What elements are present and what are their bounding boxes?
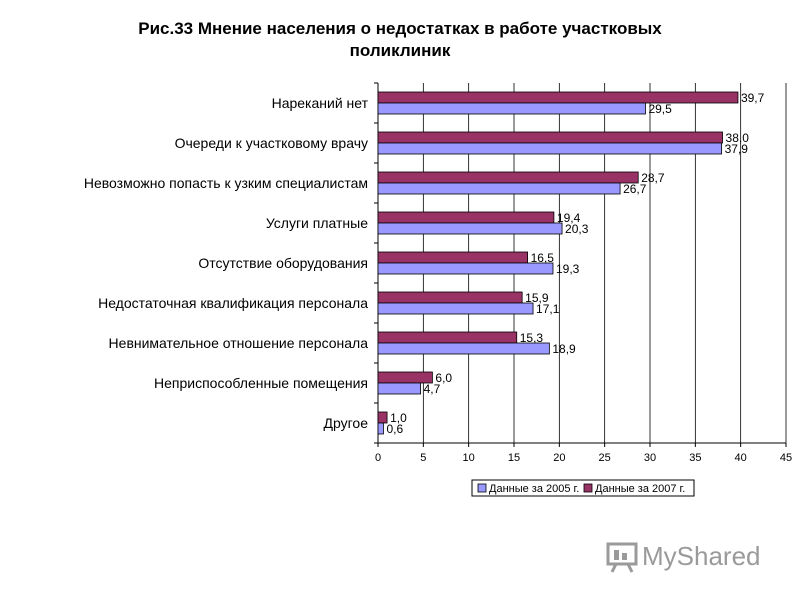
bar-2005 bbox=[377, 182, 621, 195]
category-label: Услуги платные bbox=[266, 215, 368, 231]
x-tick-label: 45 bbox=[780, 452, 792, 464]
bar-2005 bbox=[377, 382, 422, 395]
bar-2007 bbox=[377, 131, 723, 144]
category-label: Невозможно попасть к узким специалистам bbox=[84, 175, 368, 191]
data-label: 29,5 bbox=[648, 102, 672, 116]
x-tick-label: 10 bbox=[463, 452, 475, 464]
legend-swatch bbox=[583, 483, 593, 493]
category-label: Неприспособленные помещения bbox=[154, 375, 368, 391]
category-label: Другое bbox=[324, 415, 369, 431]
data-label: 38,0 bbox=[726, 131, 750, 145]
x-tick-label: 20 bbox=[553, 452, 565, 464]
x-tick-label: 15 bbox=[508, 452, 520, 464]
x-tick-label: 35 bbox=[689, 452, 701, 464]
chart-title-line1: Рис.33 Мнение населения о недостатках в … bbox=[138, 19, 662, 38]
bar-2005 bbox=[377, 262, 554, 275]
x-tick-label: 30 bbox=[644, 452, 656, 464]
x-tick-label: 5 bbox=[420, 452, 426, 464]
x-tick-label: 0 bbox=[375, 452, 381, 464]
category-label: Невнимательное отношение персонала bbox=[109, 335, 369, 351]
data-label: 19,3 bbox=[556, 262, 580, 276]
data-label: 15,3 bbox=[520, 331, 544, 345]
x-tick-label: 40 bbox=[735, 452, 747, 464]
bar-2005 bbox=[377, 142, 723, 155]
bar-2005 bbox=[377, 222, 563, 235]
bar-2007 bbox=[377, 91, 739, 104]
bar-2007 bbox=[377, 251, 529, 264]
data-label: 28,7 bbox=[641, 171, 665, 185]
data-label: 4,7 bbox=[424, 382, 441, 396]
category-label: Отсутствие оборудования bbox=[198, 255, 368, 271]
data-label: 20,3 bbox=[565, 222, 589, 236]
legend-box bbox=[471, 479, 695, 497]
category-label: Очереди к участковому врачу bbox=[175, 135, 368, 151]
category-label: Недостаточная квалификация персонала bbox=[98, 295, 368, 311]
labels: Нареканий нет 39,7 29,5 Очереди к участково… bbox=[84, 91, 765, 436]
data-label: 1,0 bbox=[390, 411, 407, 425]
bar-2007 bbox=[377, 211, 555, 224]
data-label: 0,6 bbox=[386, 422, 403, 436]
legend-entry: Данные за 2007 г. bbox=[595, 483, 685, 495]
category-label: Нареканий нет bbox=[272, 95, 369, 111]
legend-swatch bbox=[477, 483, 487, 493]
chart-title: Рис.33 Мнение населения о недостатках в … bbox=[0, 18, 800, 62]
data-label: 39,7 bbox=[741, 91, 765, 105]
data-label: 17,1 bbox=[536, 302, 560, 316]
legend-entry: Данные за 2005 г. bbox=[489, 483, 579, 495]
data-label: 18,9 bbox=[552, 342, 576, 356]
bar-2007 bbox=[377, 171, 639, 184]
bar-2005 bbox=[377, 302, 534, 315]
data-label: 19,4 bbox=[557, 211, 581, 225]
bar-2005 bbox=[377, 422, 384, 435]
watermark: MyShared bbox=[606, 541, 761, 573]
bar-2007 bbox=[377, 291, 523, 304]
data-label: 15,9 bbox=[525, 291, 549, 305]
data-label: 26,7 bbox=[623, 182, 647, 196]
chart-title-line2: поликлиник bbox=[349, 41, 451, 60]
bar-2005 bbox=[377, 342, 550, 355]
bar-2005 bbox=[377, 102, 646, 115]
presentation-board-icon bbox=[606, 542, 638, 573]
data-label: 37,9 bbox=[725, 142, 749, 156]
x-tick-label: 25 bbox=[599, 452, 611, 464]
legend: Данные за 2005 г. Данные за 2007 г. bbox=[471, 479, 695, 497]
watermark-text: MyShared bbox=[642, 541, 761, 571]
data-label: 16,5 bbox=[531, 251, 555, 265]
data-label: 6,0 bbox=[435, 371, 452, 385]
bars bbox=[377, 91, 739, 435]
bar-2007 bbox=[377, 331, 518, 344]
